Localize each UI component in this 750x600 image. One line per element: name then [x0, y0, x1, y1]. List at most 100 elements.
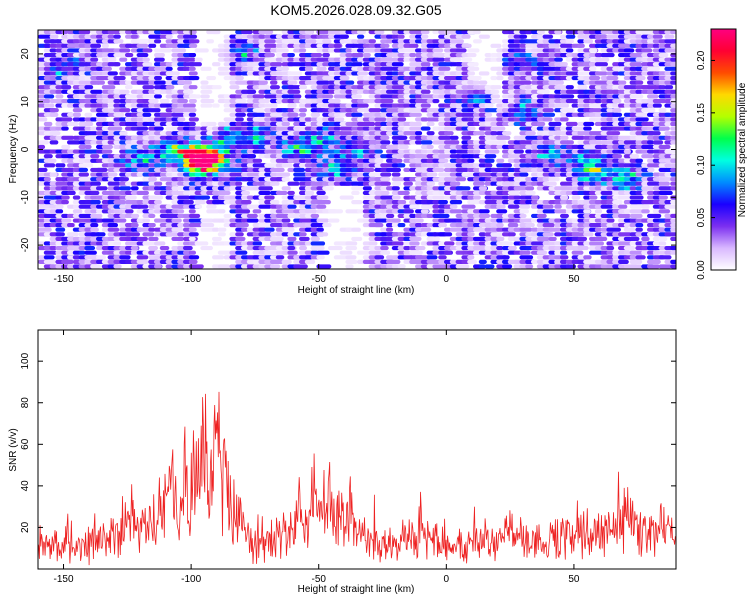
heatmap-cell: [658, 264, 672, 269]
heatmap-cell: [299, 232, 307, 237]
heatmap-cell: [484, 103, 494, 108]
heatmap-cell: [49, 34, 59, 39]
heatmap-cell: [252, 158, 263, 163]
heatmap-cell: [432, 52, 447, 58]
heatmap-cell: [113, 218, 127, 223]
heatmap-cell: [542, 108, 554, 113]
heatmap-cell: [618, 94, 626, 99]
heatmap-cell: [90, 89, 103, 94]
heatmap-cell: [165, 121, 173, 127]
heatmap-cell: [154, 209, 162, 214]
heatmap-cell: [43, 241, 51, 246]
heatmap-cell: [554, 144, 562, 150]
heatmap-cell: [403, 209, 414, 214]
colorbar-ticks: 0.000.050.100.150.20: [696, 50, 715, 280]
heatmap-cell: [188, 227, 197, 232]
heatmap-cell: [415, 246, 426, 251]
heatmap-cell: [107, 172, 118, 177]
heatmap-cell: [473, 167, 481, 173]
heatmap-cell: [125, 30, 133, 35]
heatmap-cell: [670, 259, 676, 264]
heatmap-cell: [183, 108, 197, 113]
heatmap-cell: [397, 264, 406, 269]
heatmap-cell: [223, 213, 232, 218]
heatmap-cell: [652, 190, 661, 196]
heatmap-cell: [571, 250, 584, 255]
heatmap-cell: [380, 246, 389, 251]
heatmap-cell: [96, 232, 106, 237]
heatmap-cell: [212, 62, 221, 67]
heatmap-cell: [478, 89, 487, 94]
heatmap-cell: [212, 200, 228, 205]
heatmap-cell: [455, 167, 469, 173]
heatmap-cell: [96, 218, 104, 223]
heatmap-cell: [217, 190, 231, 196]
heatmap-cell: [658, 190, 673, 196]
heatmap-cell: [113, 264, 122, 269]
heatmap-cell: [275, 94, 283, 99]
heatmap-cell: [606, 246, 615, 251]
heatmap-cell: [165, 204, 173, 209]
heatmap-cell: [281, 232, 290, 237]
heatmap-cell: [113, 75, 126, 81]
heatmap-cell: [368, 108, 382, 113]
heatmap-cell: [565, 39, 574, 44]
heatmap-cell: [664, 200, 673, 205]
heatmap-cell: [310, 52, 323, 58]
heatmap-cell: [223, 158, 232, 163]
heatmap-cell: [560, 186, 574, 191]
spectrogram-y-tick-label: 10: [20, 96, 31, 108]
heatmap-cell: [38, 94, 46, 99]
heatmap-cell: [438, 213, 450, 218]
heatmap-cell: [484, 154, 497, 159]
heatmap-cell: [299, 48, 307, 53]
heatmap-cell: [478, 213, 491, 218]
heatmap-cell: [647, 255, 655, 260]
heatmap-cell: [258, 223, 271, 228]
heatmap-cell: [606, 75, 619, 81]
heatmap-cell: [415, 167, 429, 173]
heatmap-cell: [670, 154, 676, 159]
heatmap-cell: [502, 131, 512, 136]
heatmap-cell: [61, 144, 71, 150]
heatmap-cell: [264, 250, 279, 255]
heatmap-cell: [542, 117, 553, 122]
heatmap-cell: [478, 80, 488, 85]
heatmap-cell: [473, 149, 481, 154]
heatmap-cell: [49, 112, 59, 117]
heatmap-cell: [380, 140, 391, 145]
heatmap-cell: [328, 30, 342, 35]
heatmap-cell: [67, 98, 82, 104]
heatmap-cell: [136, 236, 148, 241]
heatmap-cell: [391, 172, 401, 177]
heatmap-cell: [415, 98, 430, 104]
heatmap-cell: [165, 66, 173, 71]
heatmap-cell: [461, 213, 470, 218]
heatmap-cell: [310, 250, 319, 255]
heatmap-cell: [513, 149, 524, 154]
heatmap-cell: [519, 172, 529, 177]
heatmap-cell: [333, 43, 342, 48]
heatmap-cell: [281, 227, 295, 232]
heatmap-cell: [647, 264, 660, 269]
heatmap-cell: [281, 94, 290, 99]
heatmap-cell: [670, 177, 676, 182]
heatmap-cell: [554, 223, 562, 228]
heatmap-cell: [72, 255, 81, 260]
heatmap-cell: [154, 264, 162, 269]
heatmap-cell: [461, 34, 471, 39]
colorbar-tick-label: 0.15: [696, 103, 707, 123]
heatmap-cell: [194, 200, 206, 205]
heatmap-cell: [583, 209, 591, 214]
heatmap-cell: [200, 218, 214, 223]
heatmap-cell: [287, 52, 295, 58]
heatmap-cell: [467, 52, 477, 58]
heatmap-cell: [148, 223, 156, 228]
heatmap-cell: [90, 209, 98, 214]
heatmap-cell: [246, 246, 255, 251]
heatmap-cell: [652, 195, 661, 200]
heatmap-cell: [577, 98, 585, 104]
heatmap-cell: [281, 39, 295, 44]
heatmap-cell: [542, 204, 554, 209]
heatmap-cell: [409, 112, 422, 117]
